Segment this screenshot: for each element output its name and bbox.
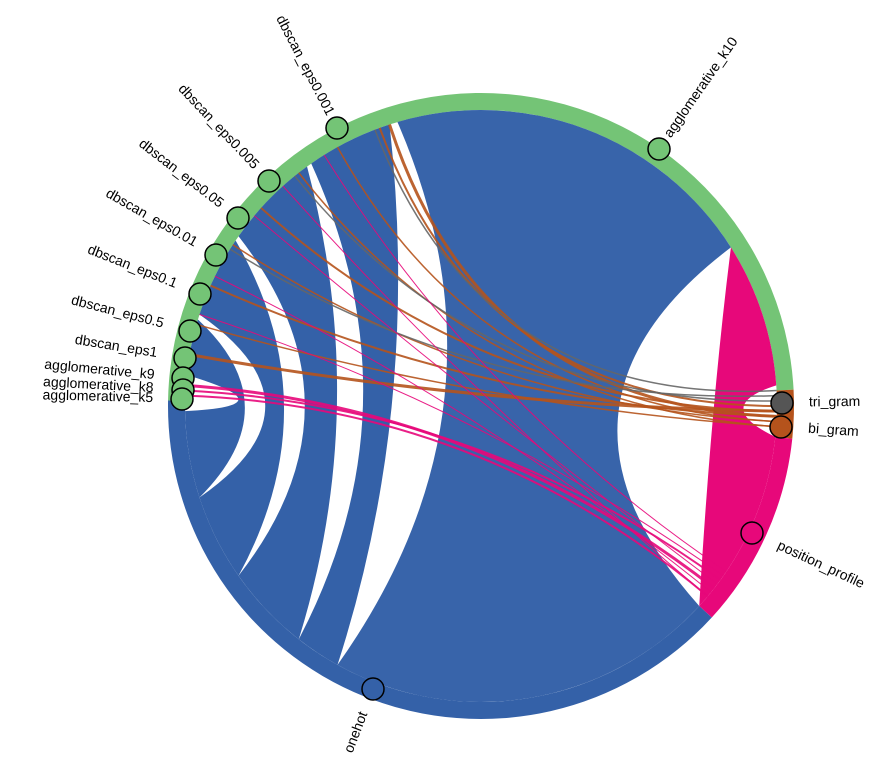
- node-label: dbscan_eps0.5: [70, 291, 166, 330]
- chord-line: [323, 154, 727, 572]
- node-label: onehot: [340, 709, 370, 755]
- ribbon: [337, 109, 731, 702]
- node-label: agglomerative_k10: [660, 34, 741, 141]
- chord-line: [374, 129, 777, 393]
- node: onehot: [340, 677, 385, 755]
- chord-line: [214, 275, 712, 593]
- node-dot: [770, 391, 794, 415]
- chord-line: [199, 314, 724, 577]
- node-dot: [740, 521, 764, 545]
- ribbon: [199, 240, 285, 576]
- ring-segment: [699, 436, 793, 618]
- chord-line: [378, 127, 778, 407]
- chord-line: [260, 207, 777, 413]
- node-label: tri_gram: [809, 393, 861, 410]
- ribbon: [185, 319, 245, 498]
- chord-line: [185, 383, 716, 590]
- node-dot: [769, 415, 793, 439]
- chord-line: [196, 323, 777, 428]
- node-dot: [178, 319, 202, 343]
- node: agglomerative_k5: [42, 386, 194, 411]
- node-label: agglomerative_k8: [43, 373, 154, 395]
- node-dot: [204, 243, 228, 267]
- chord-line: [185, 394, 709, 598]
- ribbon: [699, 247, 777, 606]
- node-dot: [361, 677, 385, 701]
- node-label: dbscan_eps0.05: [136, 135, 227, 211]
- node-dot: [173, 346, 197, 370]
- node-label: position_profile: [775, 537, 867, 592]
- node: bi_gram: [769, 415, 860, 439]
- node-dot: [170, 387, 194, 411]
- node-label: bi_gram: [808, 420, 860, 439]
- ribbon: [298, 124, 399, 665]
- node-dot: [257, 169, 281, 193]
- node-label: dbscan_eps0.01: [103, 185, 200, 250]
- node: dbscan_eps0.1: [86, 241, 212, 306]
- chord-line: [253, 215, 718, 585]
- node: agglomerative_k10: [647, 34, 741, 161]
- node: tri_gram: [770, 391, 861, 415]
- chord-line: [189, 353, 777, 413]
- chord-line: [210, 284, 777, 418]
- node-dot: [325, 116, 349, 140]
- node-label: dbscan_eps1: [74, 331, 159, 360]
- node-dot: [647, 137, 671, 161]
- node-dot: [188, 282, 212, 306]
- chord-line: [232, 244, 777, 423]
- node-label: dbscan_eps0.001: [273, 12, 338, 118]
- chord-line: [298, 172, 777, 428]
- chord-line: [229, 248, 777, 398]
- node-dot: [226, 206, 250, 230]
- node-label: dbscan_eps0.1: [86, 241, 180, 291]
- node: dbscan_eps0.001: [273, 12, 349, 140]
- chord-line: [282, 185, 709, 597]
- chord-line: [294, 175, 777, 402]
- node: position_profile: [740, 521, 867, 592]
- node-label: agglomerative_k5: [42, 386, 153, 405]
- ribbon: [238, 166, 338, 640]
- node-label: dbscan_eps0.005: [175, 80, 263, 172]
